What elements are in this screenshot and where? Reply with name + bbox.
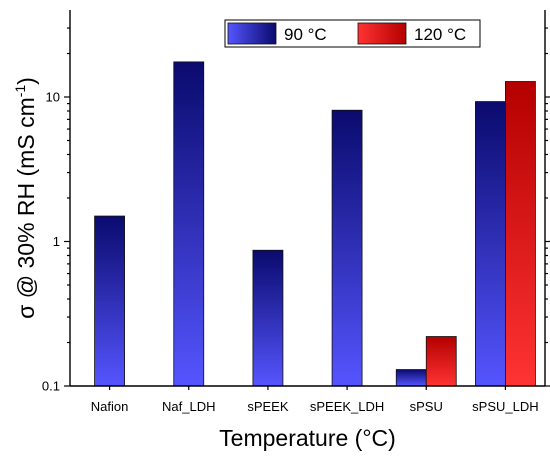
y-tick-label: 1	[53, 234, 60, 249]
labels-layer: Nafion Naf_LDH sPEEK sPEEK_LDH sPSU sPSU_LDH 0…	[12, 77, 539, 451]
bar-naf-ldh-series-1	[173, 61, 205, 387]
x-tick-label: Nafion	[91, 399, 129, 414]
x-tick-label: Naf_LDH	[162, 399, 215, 414]
bars-layer	[94, 61, 536, 387]
y-axis-title: σ @ 30% RH (mS cm-1)	[12, 77, 39, 319]
legend-label-series-1: 90 °C	[284, 25, 327, 44]
x-axis-title: Temperature (°C)	[219, 425, 396, 451]
legend-label-series-2: 120 °C	[414, 25, 466, 44]
y-tick-label: 0.1	[42, 379, 60, 394]
x-tick-label: sPSU	[410, 399, 443, 414]
bar-spsu-series-1	[395, 369, 427, 387]
x-tick-label: sPEEK	[247, 399, 289, 414]
bar-spsu-ldh-series-1	[475, 101, 506, 387]
ticks-layer	[64, 27, 550, 390]
x-tick-label: sPEEK_LDH	[310, 399, 384, 414]
bar-speek-ldh-series-1	[331, 109, 363, 387]
y-axis-title-superscript: -1	[12, 85, 28, 98]
legend-swatch-series-2	[357, 22, 407, 45]
y-axis-title-suffix: )	[13, 77, 39, 85]
axes-layer	[69, 10, 546, 387]
bar-spsu-ldh-series-2	[505, 81, 536, 387]
bar-spsu-series-2	[425, 336, 457, 387]
x-tick-label: sPSU_LDH	[472, 399, 538, 414]
legend-swatch-series-1	[227, 22, 277, 45]
y-tick-label: 10	[46, 89, 60, 104]
y-axis-title-main: σ @ 30% RH (mS cm	[13, 97, 39, 319]
legend: 90 °C 120 °C	[224, 19, 481, 48]
bar-nafion-series-1	[94, 215, 125, 387]
bar-speek-series-1	[252, 249, 284, 387]
